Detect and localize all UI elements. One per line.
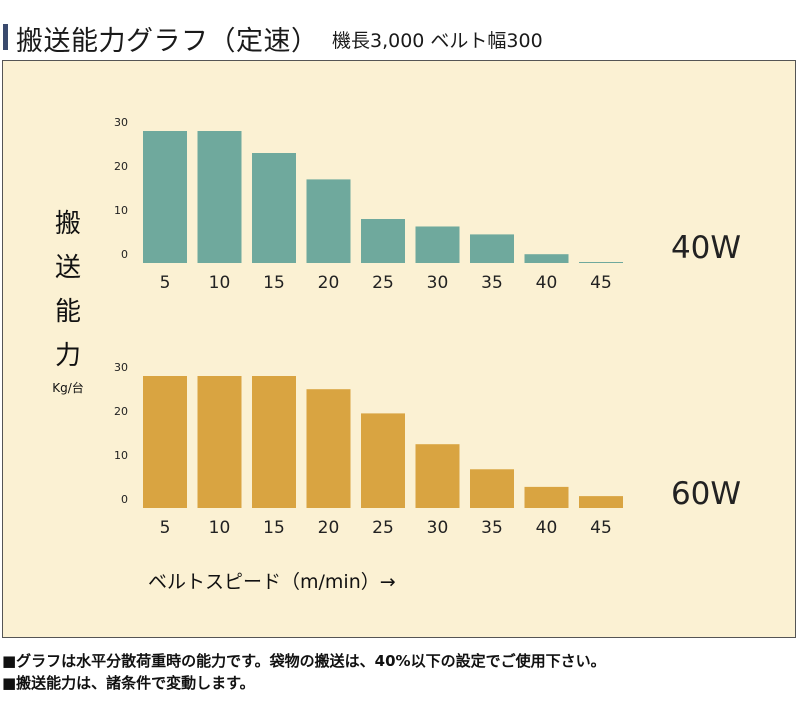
xtick-label: 10 (209, 273, 231, 293)
ylabel-char: 力 (55, 341, 81, 371)
title-accent-bar (3, 24, 8, 50)
xtick-label: 15 (263, 273, 285, 293)
xtick-label: 45 (590, 518, 612, 538)
ytick-label: 0 (121, 248, 128, 261)
xtick-label: 20 (318, 518, 340, 538)
bar (143, 376, 187, 508)
yunit-label: Kg/台 (52, 380, 84, 395)
bar (252, 153, 296, 263)
bar (306, 389, 351, 508)
bar (415, 226, 460, 263)
series-label: 60W (671, 476, 741, 512)
bar (579, 262, 623, 263)
xtick-label: 35 (481, 518, 503, 538)
xtick-label: 15 (263, 518, 285, 538)
page-subtitle: 機長3,000 ベルト幅300 (332, 30, 543, 52)
ylabel-char: 能 (55, 297, 81, 327)
chart-panel (2, 60, 796, 638)
bar (361, 413, 405, 508)
footnote-1: ■グラフは水平分散荷重時の能力です。袋物の搬送は、40%以下の設定でご使用下さい… (2, 652, 606, 670)
bar (524, 254, 569, 263)
bar (470, 234, 514, 263)
xtick-label: 25 (372, 273, 394, 293)
ytick-label: 30 (114, 116, 128, 129)
bar (579, 496, 623, 508)
bar (306, 179, 351, 263)
ytick-label: 20 (114, 160, 128, 173)
xtick-label: 30 (427, 518, 449, 538)
bar (197, 376, 242, 508)
ytick-label: 20 (114, 405, 128, 418)
ytick-label: 30 (114, 361, 128, 374)
bar-charts: 0 10 20 30 5 10 15 20 25 30 35 40 45 40W 0 10 20 30 5 10 15 2… (52, 116, 741, 593)
xaxis-label: ベルトスピード（m/min）→ (148, 571, 396, 593)
footnote-2: ■搬送能力は、諸条件で変動します。 (2, 674, 255, 692)
xtick-label: 10 (209, 518, 231, 538)
xtick-label: 25 (372, 518, 394, 538)
ylabel-char: 搬 (55, 209, 81, 239)
ylabel-char: 送 (55, 253, 81, 283)
bar (361, 219, 405, 263)
ytick-label: 0 (121, 493, 128, 506)
xtick-label: 40 (536, 518, 558, 538)
ytick-label: 10 (114, 204, 128, 217)
xtick-label: 5 (160, 273, 171, 293)
xtick-label: 5 (160, 518, 171, 538)
ytick-label: 10 (114, 449, 128, 462)
xtick-label: 30 (427, 273, 449, 293)
bar (143, 131, 187, 263)
bar (252, 376, 296, 508)
xtick-label: 20 (318, 273, 340, 293)
xtick-label: 35 (481, 273, 503, 293)
bar (524, 486, 569, 508)
footnotes: ■グラフは水平分散荷重時の能力です。袋物の搬送は、40%以下の設定でご使用下さい… (2, 650, 606, 694)
bar (415, 444, 460, 508)
xtick-label: 45 (590, 273, 612, 293)
xtick-label: 40 (536, 273, 558, 293)
page-title: 搬送能力グラフ（定速） (16, 26, 319, 57)
bar (197, 131, 242, 263)
header: 搬送能力グラフ（定速） 機長3,000 ベルト幅300 (0, 0, 800, 58)
series-label: 40W (671, 230, 741, 266)
bar (470, 469, 514, 508)
